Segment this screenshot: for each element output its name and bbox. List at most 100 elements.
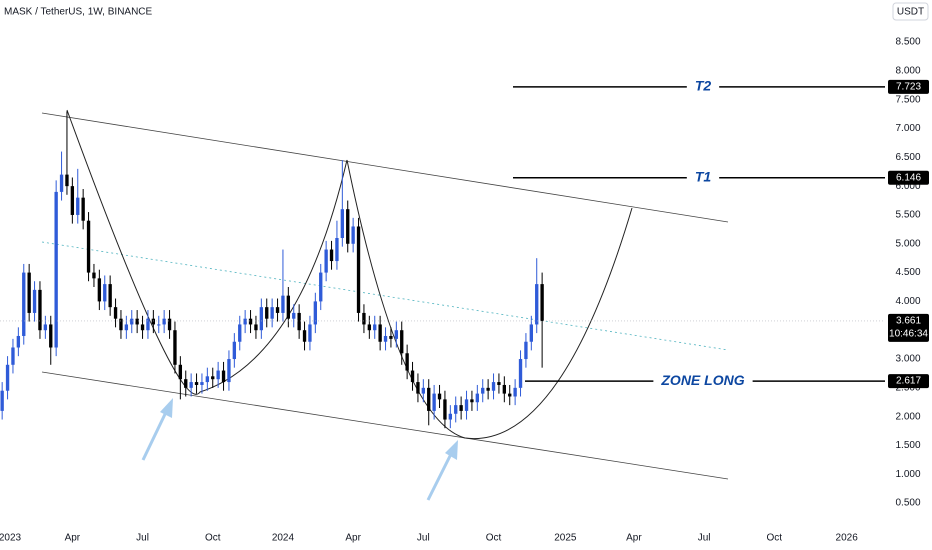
y-tick-label: 7.500 — [895, 94, 920, 105]
currency-box[interactable] — [892, 2, 929, 21]
candle-body — [362, 312, 366, 325]
cup-curve-1 — [66, 109, 348, 395]
candle-body — [205, 376, 210, 383]
candle-body — [76, 197, 80, 215]
candle-body — [513, 387, 517, 397]
level-label: ZONE LONG — [660, 372, 744, 388]
level-tag — [888, 79, 929, 94]
candle-body — [432, 393, 436, 411]
candle-body — [216, 370, 220, 380]
candle-body — [97, 278, 102, 302]
candle-body — [443, 399, 447, 420]
candle-body — [81, 197, 85, 221]
candle-body — [119, 318, 123, 331]
candle-body — [221, 370, 226, 383]
candle-body — [356, 226, 361, 313]
candle-body — [508, 393, 512, 397]
y-tick-label: 8.500 — [895, 37, 920, 48]
candle-body — [238, 324, 242, 342]
x-tick-label: Jul — [698, 533, 711, 544]
y-tick-label: 1.000 — [895, 469, 920, 480]
candle-body — [275, 307, 280, 313]
candle-body — [351, 226, 355, 244]
marks — [0, 111, 544, 429]
candle-body — [394, 330, 399, 339]
candle-body — [211, 376, 215, 380]
x-tick-label: Oct — [486, 533, 502, 544]
candle-body — [65, 174, 69, 187]
candle-body — [448, 413, 453, 420]
candle-body — [86, 220, 91, 273]
candle-body — [378, 324, 382, 342]
candle-body — [400, 330, 404, 354]
candle-body — [346, 209, 350, 244]
candle-body — [340, 209, 345, 239]
y-tick-label: 8.000 — [895, 66, 920, 77]
candle-body — [167, 318, 172, 331]
candle-body — [416, 382, 420, 394]
candle-body — [11, 347, 15, 365]
y-tick-label: 1.500 — [895, 440, 920, 451]
candle-body — [524, 341, 528, 360]
candle-body — [92, 272, 96, 279]
candle-body — [491, 382, 496, 391]
candle-body — [389, 335, 393, 339]
level-tag — [888, 374, 929, 389]
candle-body — [454, 405, 458, 414]
level-label: T1 — [695, 168, 712, 184]
x-tick-label: Jul — [417, 533, 430, 544]
candle-body — [410, 370, 415, 383]
channel-bottom — [41, 371, 729, 480]
candle-body — [146, 318, 150, 331]
candle-body — [319, 272, 323, 302]
candle-body — [383, 335, 388, 342]
x-tick-label: Apr — [65, 533, 81, 544]
candle-body — [540, 284, 544, 321]
candle-body — [16, 335, 21, 348]
candle-body — [178, 364, 183, 380]
candle-body — [459, 405, 463, 411]
arrow-2 — [426, 440, 458, 501]
candle-body — [373, 324, 377, 331]
candle-body — [22, 272, 26, 336]
candle-body — [200, 382, 204, 385]
x-tick-label: Oct — [767, 533, 783, 544]
arrow-1 — [141, 398, 173, 461]
level-label-bg — [653, 373, 753, 390]
candle-body — [259, 307, 264, 331]
candle-body — [254, 324, 258, 331]
candle-body — [0, 390, 4, 411]
candle-body — [486, 387, 490, 391]
last-price: 3.661 — [896, 316, 921, 327]
y-tick-label: 2.000 — [895, 411, 920, 422]
candle-body — [313, 301, 318, 325]
candle-body — [108, 284, 112, 308]
level-label-bg — [686, 169, 720, 186]
candle-body — [518, 359, 523, 388]
candle-body — [481, 387, 485, 394]
y-tick-label: 5.500 — [895, 210, 920, 221]
candle-body — [43, 324, 48, 331]
y-tick-label: 4.000 — [895, 296, 920, 307]
candle-body — [151, 318, 156, 325]
level-value: 2.617 — [896, 376, 921, 387]
candle-body — [130, 318, 134, 325]
candle-body — [135, 318, 139, 325]
candle-body — [367, 324, 372, 331]
level-value: 7.723 — [896, 81, 921, 92]
level-tag — [888, 170, 929, 185]
y-tick-label: 3.000 — [895, 354, 920, 365]
candle-body — [297, 312, 301, 331]
candle-body — [162, 318, 166, 325]
candle-body — [38, 289, 42, 331]
candle-body — [49, 324, 53, 348]
channel-mid — [41, 241, 729, 351]
candle-body — [265, 307, 269, 319]
y-tick-label: 7.000 — [895, 123, 920, 134]
candle-body — [529, 324, 533, 342]
x-tick-label: 2024 — [272, 533, 295, 544]
level-label: T2 — [695, 78, 712, 94]
candle-body — [32, 289, 37, 313]
y-tick-label: 0.500 — [895, 498, 920, 509]
